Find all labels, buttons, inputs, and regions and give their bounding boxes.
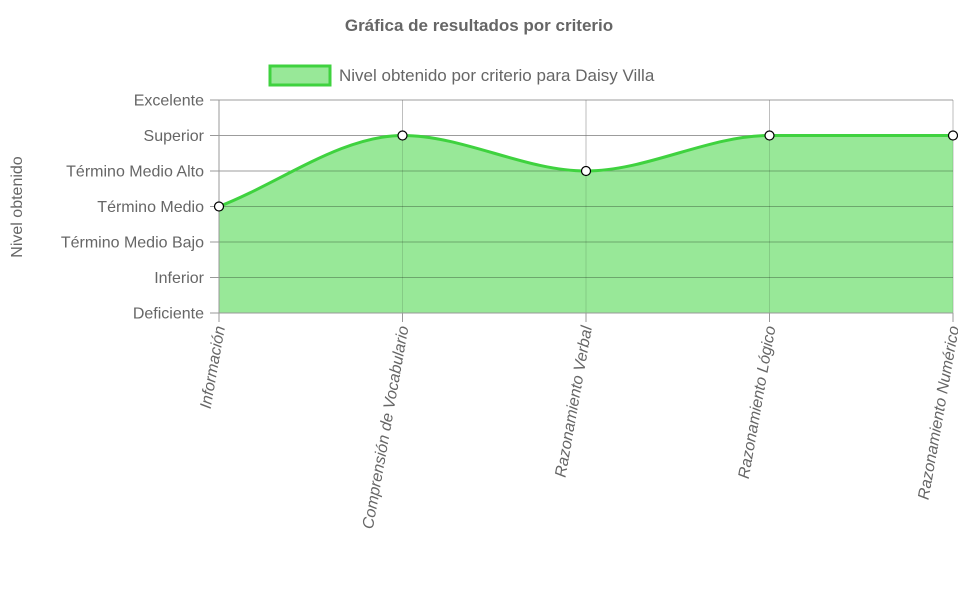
x-tick-label: Información — [198, 325, 229, 410]
x-tick-label: Comprensión de Vocabulario — [360, 325, 412, 531]
y-tick-label: Inferior — [154, 270, 204, 287]
data-point[interactable] — [947, 130, 958, 141]
data-point[interactable] — [397, 130, 408, 141]
y-axis-title: Nivel obtenido — [9, 156, 26, 258]
data-points[interactable] — [213, 130, 958, 212]
y-tick-label: Excelente — [134, 93, 204, 110]
data-point[interactable] — [764, 130, 775, 141]
y-axis-ticks: Deficiente Inferior Término Medio Bajo Térm… — [61, 93, 205, 323]
chart-title: Gráfica de resultados por criterio — [345, 16, 613, 35]
y-tick-label: Término Medio — [97, 199, 204, 216]
legend-label[interactable]: Nivel obtenido por criterio para Daisy V… — [339, 66, 655, 85]
y-tick-label: Término Medio Alto — [66, 164, 204, 181]
x-tick-label: Razonamiento Numérico — [916, 325, 958, 501]
plot-area — [219, 135, 953, 313]
series-area — [219, 135, 953, 313]
data-point[interactable] — [213, 201, 225, 212]
legend[interactable]: Nivel obtenido por criterio para Daisy V… — [268, 64, 655, 87]
legend-swatch[interactable] — [268, 64, 332, 87]
x-tick-label: Razonamiento Verbal — [553, 324, 596, 478]
x-tick-label: Razonamiento Lógico — [736, 325, 780, 480]
y-tick-label: Término Medio Bajo — [61, 235, 204, 252]
x-axis-ticks: Información Comprensión de Vocabulario Raz… — [198, 324, 958, 530]
y-tick-label: Superior — [144, 128, 205, 145]
y-tick-label: Deficiente — [133, 306, 204, 323]
data-point[interactable] — [580, 165, 592, 177]
